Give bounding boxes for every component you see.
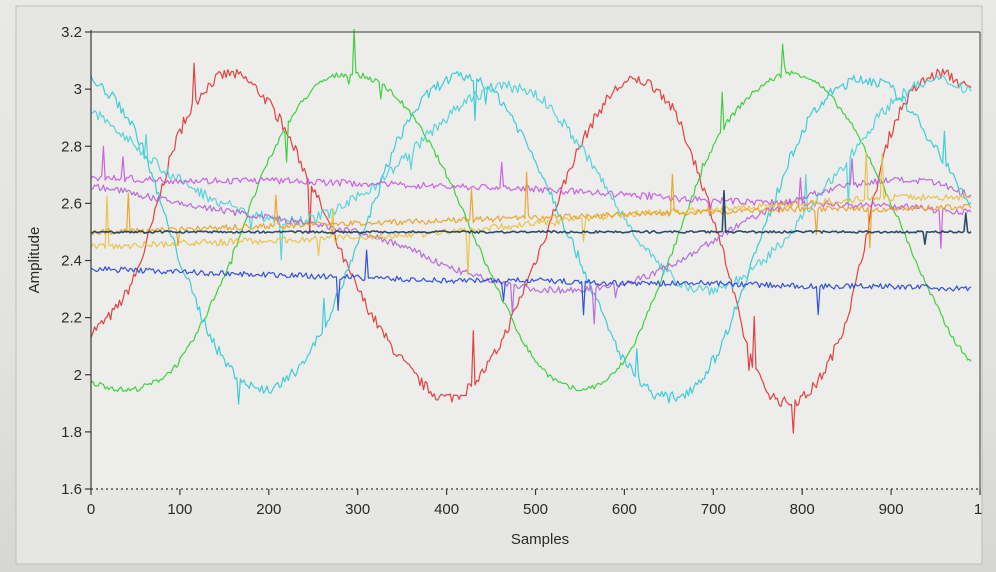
x-tick-label: 200: [256, 501, 281, 518]
series-line-8: [90, 171, 972, 249]
series-line-3: [90, 70, 972, 405]
series-layer: [90, 28, 972, 434]
x-tick-label: 300: [345, 501, 370, 518]
y-tick-label: 2: [74, 367, 82, 384]
y-tick-label: 2.2: [61, 310, 82, 327]
y-tick-label: 2.8: [61, 138, 82, 155]
x-tick-label: 800: [790, 501, 815, 518]
series-line-2: [90, 28, 972, 392]
y-axis-title: Amplitude: [26, 227, 43, 294]
series-line-10: [90, 249, 972, 316]
y-tick-label: 3: [74, 81, 82, 98]
y-tick-label: 1.6: [61, 481, 82, 498]
series-line-9: [90, 189, 972, 245]
x-tick-label: 0: [87, 501, 95, 518]
x-axis-title: Samples: [511, 531, 569, 548]
x-tick-label: 500: [523, 501, 548, 518]
x-tick-label: 1: [974, 501, 982, 518]
series-line-1: [90, 62, 972, 434]
x-tick-label: 900: [879, 501, 904, 518]
y-tick-label: 2.6: [61, 195, 82, 212]
series-line-7: [90, 151, 972, 276]
y-tick-label: 3.2: [61, 24, 82, 41]
x-tick-label: 400: [434, 501, 459, 518]
plot-area: [91, 32, 980, 489]
ticks-layer: 1.6 1.8 2 2.2 2.4 2.6 2.8 3 3.2 0 100 200 300 400 500 6…: [61, 24, 982, 518]
x-tick-label: 700: [701, 501, 726, 518]
series-line-6: [90, 158, 972, 325]
y-tick-label: 2.4: [61, 253, 82, 270]
series-line-5: [90, 145, 972, 249]
x-tick-label: 600: [612, 501, 637, 518]
x-tick-label: 100: [167, 501, 192, 518]
y-tick-label: 1.8: [61, 424, 82, 441]
